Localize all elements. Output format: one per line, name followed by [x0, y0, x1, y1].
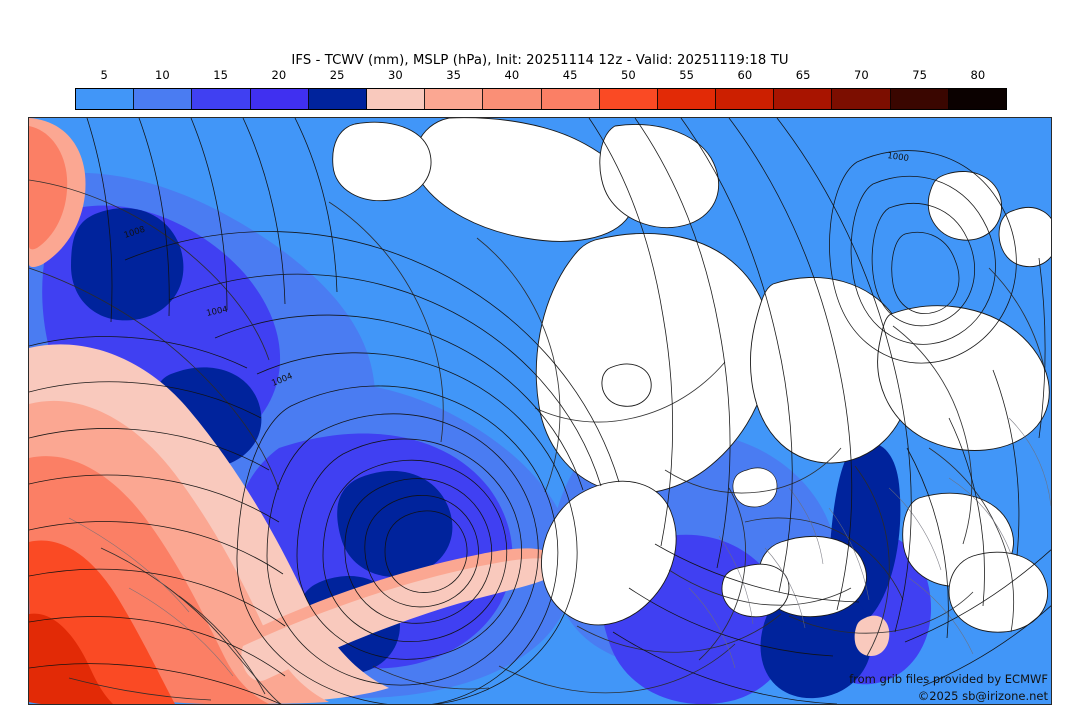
colorbar [75, 88, 1007, 110]
weather-map-canvas[interactable]: 1008 1004 1000 1004 [29, 118, 1052, 705]
map-panel[interactable]: 1008 1004 1000 1004 [28, 117, 1052, 705]
colorbar-tick-65: 65 [795, 68, 811, 82]
swatch-15-20 [192, 89, 251, 109]
swatch-50-55 [599, 89, 658, 109]
colorbar-tick-25: 25 [329, 68, 345, 82]
attribution-copyright: ©2025 sb@irizone.net [917, 689, 1048, 703]
border-overlay [68, 417, 1051, 677]
colorbar-tick-35: 35 [446, 68, 461, 82]
colorbar-tick-15: 15 [213, 68, 228, 82]
colorbar-tick-75: 75 [912, 68, 927, 82]
swatch-55-60 [657, 89, 717, 109]
landmass-greenland-south [541, 480, 677, 626]
swatch-60-65 [716, 89, 775, 109]
landmass-novaya-zemlya [998, 207, 1051, 268]
landmass-baffin-north [332, 121, 432, 202]
swatch-25-30 [308, 89, 367, 109]
landmass-iceland [601, 363, 652, 407]
colorbar-gradient-strip [75, 88, 1007, 110]
page-title: IFS - TCWV (mm), MSLP (hPa), Init: 20251… [291, 53, 789, 68]
colorbar-tick-60: 60 [737, 68, 753, 82]
landmass-ellesmere [599, 124, 720, 228]
swatch-30-35 [366, 89, 426, 109]
colorbar-tick-50: 50 [621, 68, 636, 82]
coastline-overlay [29, 179, 1046, 704]
landmass-scandinavia [750, 277, 912, 464]
swatch-45-50 [541, 89, 600, 109]
swatch-40-45 [483, 89, 542, 109]
swatch-75-80 [890, 89, 949, 109]
mslp-isobar-contours [29, 118, 1051, 704]
colorbar-tick-45: 45 [562, 68, 578, 82]
swatch-35-40 [425, 89, 484, 109]
swatch-65-70 [774, 89, 833, 109]
landmass-greenland [535, 233, 771, 494]
colorbar-tick-10: 10 [155, 68, 170, 82]
colorbar-tick-80: 80 [970, 68, 986, 82]
colorbar-tick-40: 40 [504, 68, 520, 82]
swatch-70-75 [832, 89, 891, 109]
attribution-source: from grib files provided by ECMWF [849, 672, 1048, 686]
tcwv-warm-filament-edge [241, 558, 560, 681]
colorbar-tick-5: 5 [100, 68, 108, 82]
tcwv-warm-spot-northwest-core [29, 126, 68, 250]
tcwv-warm-50-55-core [29, 613, 114, 704]
landmass-turkey-highlands [948, 551, 1048, 633]
landmass-britain-dry [732, 467, 778, 508]
colorbar-tick-labels: 5 10 15 20 25 30 35 40 45 50 55 60 65 70 75 80 [75, 68, 1007, 84]
colorbar-tick-30: 30 [388, 68, 403, 82]
colorbar-tick-70: 70 [854, 68, 869, 82]
landmass-kola-russia [877, 305, 1050, 451]
landmass-svalbard [927, 171, 1002, 241]
colorbar-tick-55: 55 [679, 68, 694, 82]
swatch-20-25 [250, 89, 309, 109]
swatch-5-10 [76, 89, 135, 109]
colorbar-tick-20: 20 [271, 68, 287, 82]
tcwv-max-25-30-north [71, 208, 184, 321]
isobar-label-1000: 1000 [887, 151, 910, 164]
swatch-80-plus [948, 89, 1006, 109]
isobar-label-1004: 1004 [206, 305, 229, 319]
swatch-10-15 [134, 89, 193, 109]
